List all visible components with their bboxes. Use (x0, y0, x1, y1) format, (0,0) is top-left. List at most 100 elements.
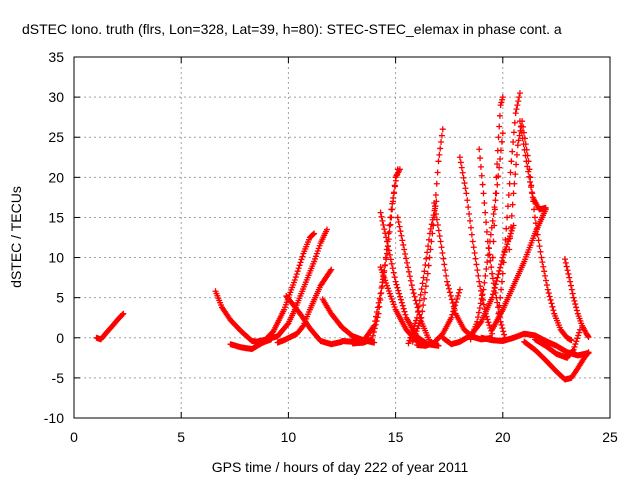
data-point (497, 102, 504, 109)
data-point (568, 337, 575, 344)
data-point (371, 325, 378, 332)
data-point (436, 151, 443, 158)
data-point (486, 245, 493, 252)
y-tick-label: 30 (48, 89, 64, 105)
data-point (426, 254, 433, 261)
data-point (474, 314, 481, 321)
data-point (485, 319, 492, 326)
data-point (452, 302, 459, 309)
data-point (510, 129, 517, 136)
data-point (563, 263, 570, 270)
data-series (478, 330, 592, 359)
data-point (572, 301, 579, 308)
data-point (499, 130, 506, 137)
data-point (542, 277, 549, 284)
data-point (537, 248, 544, 255)
data-point (311, 230, 318, 237)
data-point (294, 268, 301, 275)
data-point (456, 286, 463, 293)
data-point (451, 305, 458, 312)
data-point (386, 222, 393, 229)
data-point (507, 230, 514, 237)
data-point (400, 305, 407, 312)
y-tick-label: 5 (56, 290, 64, 306)
data-point (549, 303, 556, 310)
data-point (476, 278, 483, 285)
data-point (401, 308, 408, 315)
data-point (474, 267, 481, 274)
data-point (496, 123, 503, 130)
data-series (516, 118, 549, 213)
data-point (485, 252, 492, 259)
data-point (528, 189, 535, 196)
data-point (561, 256, 568, 263)
data-point (384, 285, 391, 292)
data-point (373, 318, 380, 325)
data-point (455, 289, 462, 296)
data-point (479, 291, 486, 298)
data-point (386, 251, 393, 258)
data-point (439, 249, 446, 256)
data-point (384, 238, 391, 245)
data-point (584, 332, 591, 339)
data-point (584, 350, 591, 357)
data-point (501, 248, 508, 255)
data-point (378, 290, 385, 297)
data-point (542, 206, 549, 213)
data-point (509, 201, 516, 208)
data-point (389, 298, 396, 305)
data-point (499, 254, 506, 261)
data-point (438, 139, 445, 146)
data-point (422, 262, 429, 269)
data-point (500, 251, 507, 258)
data-point (481, 200, 488, 207)
data-point (465, 204, 472, 211)
data-point (497, 264, 504, 271)
data-point (402, 311, 409, 318)
data-point (400, 241, 407, 248)
data-point (510, 139, 517, 146)
data-point (462, 185, 469, 192)
data-point (534, 231, 541, 238)
data-point (407, 277, 414, 284)
data-point (473, 261, 480, 268)
data-point (387, 256, 394, 263)
data-point (477, 283, 484, 290)
data-point (500, 328, 507, 335)
data-point (369, 332, 376, 339)
data-point (459, 169, 466, 176)
data-point (477, 300, 484, 307)
data-point (409, 286, 416, 293)
data-point (434, 169, 441, 176)
data-point (481, 279, 488, 286)
data-point (387, 293, 394, 300)
data-point (435, 342, 442, 349)
data-point (296, 262, 303, 269)
data-point (392, 177, 399, 184)
data-point (463, 190, 470, 197)
data-point (405, 340, 412, 347)
data-point (467, 217, 474, 224)
data-point (418, 286, 425, 293)
data-point (391, 274, 398, 281)
data-point (493, 190, 500, 197)
data-point (381, 226, 388, 233)
data-point (411, 323, 418, 330)
data-point (477, 163, 484, 170)
data-point (531, 214, 538, 221)
data-point (388, 206, 395, 213)
data-point (423, 255, 430, 262)
data-point (455, 292, 462, 299)
data-point (496, 112, 503, 119)
data-point (437, 238, 444, 245)
data-point (568, 286, 575, 293)
data-point (571, 343, 578, 350)
data-point (508, 212, 515, 219)
data-point (497, 147, 504, 154)
data-point (440, 255, 447, 262)
data-point (299, 323, 306, 330)
data-point (513, 161, 520, 168)
data-point (507, 224, 514, 231)
data-point (471, 249, 478, 256)
data-point (573, 307, 580, 314)
